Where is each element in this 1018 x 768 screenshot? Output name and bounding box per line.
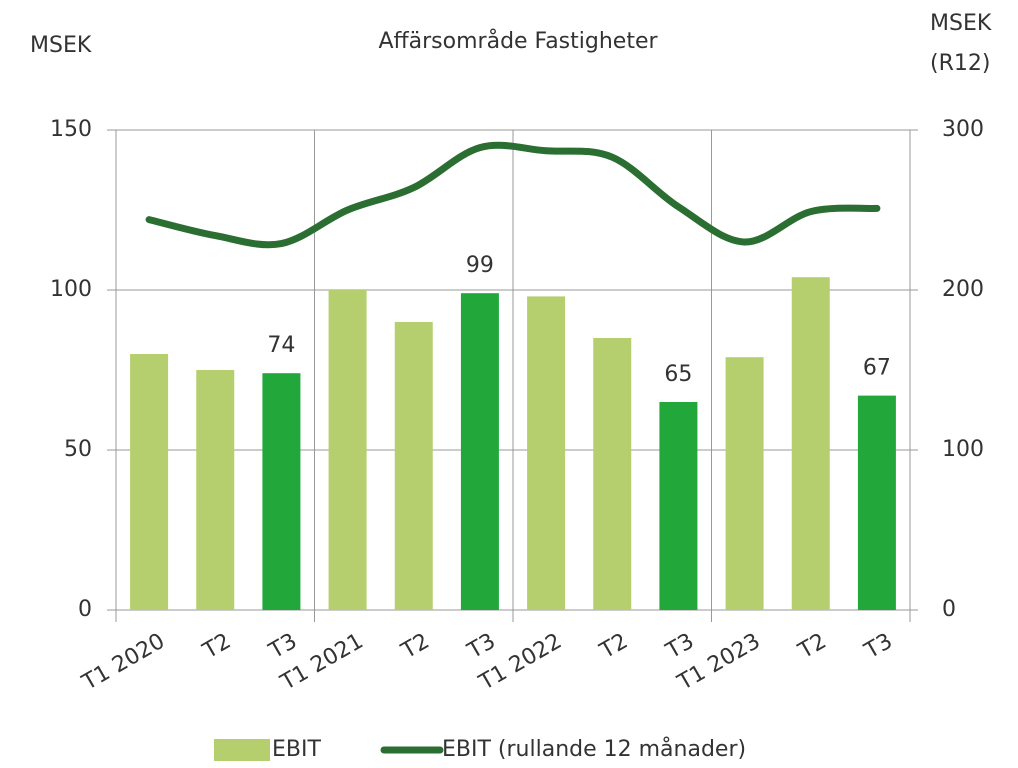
x-tick-label: T3 xyxy=(860,629,897,665)
y2-tick-label: 200 xyxy=(942,277,984,302)
y-tick-label: 100 xyxy=(50,277,92,302)
bar xyxy=(130,354,169,610)
x-tick-label: T3 xyxy=(463,629,500,665)
bar xyxy=(262,373,301,610)
bar xyxy=(593,338,632,610)
x-tick-label: T2 xyxy=(397,629,434,665)
x-tick-label: T2 xyxy=(794,629,831,665)
x-tick-label: T2 xyxy=(595,629,632,665)
y-tick-label: 50 xyxy=(64,437,92,462)
chart-title: Affärsområde Fastigheter xyxy=(378,28,658,54)
y2-axis-label: MSEK xyxy=(930,11,992,36)
legend-swatch xyxy=(214,739,270,761)
y-axis-label: MSEK xyxy=(30,33,92,58)
bar xyxy=(659,402,698,610)
y-tick-label: 150 xyxy=(50,117,92,142)
bar xyxy=(857,395,896,610)
bar xyxy=(527,296,566,610)
y-tick-label: 0 xyxy=(78,597,92,622)
value-label: 67 xyxy=(863,356,891,381)
y2-axis-label: (R12) xyxy=(930,51,990,76)
value-label: 74 xyxy=(267,333,295,358)
y2-tick-label: 300 xyxy=(942,117,984,142)
bar xyxy=(196,370,235,610)
bar xyxy=(725,357,764,610)
bar xyxy=(328,290,367,610)
bar xyxy=(394,322,433,610)
x-tick-label: T3 xyxy=(264,629,301,665)
line xyxy=(145,141,881,249)
legend-label: EBIT (rullande 12 månader) xyxy=(442,736,746,762)
legend-label: EBIT xyxy=(272,737,321,762)
x-tick-label: T2 xyxy=(198,629,235,665)
value-label: 99 xyxy=(466,253,494,278)
bar xyxy=(791,277,830,610)
x-tick-label: T1 2020 xyxy=(77,629,169,696)
y2-tick-label: 100 xyxy=(942,437,984,462)
x-tick-label: T3 xyxy=(661,629,698,665)
value-label: 65 xyxy=(664,362,692,387)
bar xyxy=(460,293,499,610)
y2-tick-label: 0 xyxy=(942,597,956,622)
